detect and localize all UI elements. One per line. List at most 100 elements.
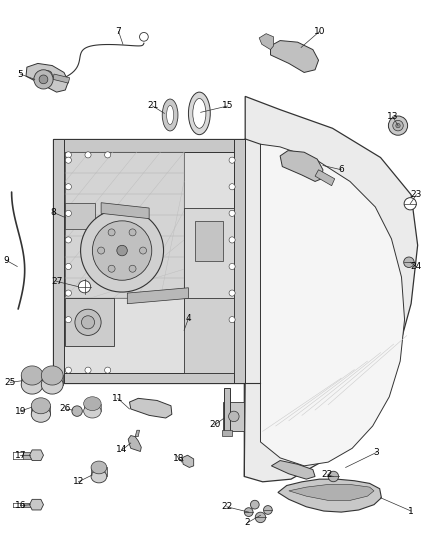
Circle shape (43, 71, 52, 79)
Polygon shape (184, 298, 234, 373)
Polygon shape (65, 203, 95, 229)
Circle shape (404, 257, 414, 268)
Polygon shape (53, 139, 245, 152)
Ellipse shape (21, 366, 43, 385)
Polygon shape (26, 63, 68, 92)
Circle shape (78, 280, 91, 293)
Ellipse shape (31, 398, 50, 414)
Circle shape (229, 211, 235, 216)
Ellipse shape (31, 406, 50, 422)
Polygon shape (65, 152, 184, 298)
Polygon shape (224, 387, 230, 431)
Ellipse shape (84, 404, 101, 418)
Circle shape (264, 506, 272, 514)
Circle shape (229, 411, 239, 422)
Circle shape (229, 263, 235, 270)
Text: 23: 23 (411, 190, 422, 199)
Text: 4: 4 (186, 314, 191, 323)
Circle shape (75, 309, 101, 335)
Text: 1: 1 (408, 506, 414, 515)
Text: 26: 26 (60, 405, 71, 414)
Text: 3: 3 (373, 448, 379, 457)
Text: 22: 22 (221, 502, 233, 511)
Circle shape (85, 152, 91, 158)
Polygon shape (127, 288, 188, 304)
Circle shape (98, 247, 105, 254)
Circle shape (72, 406, 82, 416)
Text: 21: 21 (147, 101, 158, 110)
Polygon shape (41, 375, 63, 384)
Circle shape (92, 221, 152, 280)
Circle shape (65, 290, 71, 296)
Text: 11: 11 (112, 394, 124, 403)
Ellipse shape (188, 92, 210, 135)
Text: 25: 25 (5, 378, 16, 387)
Circle shape (255, 512, 266, 523)
Text: 20: 20 (209, 421, 220, 430)
Polygon shape (31, 406, 50, 414)
Circle shape (65, 317, 71, 322)
Text: 5: 5 (18, 70, 23, 78)
Polygon shape (22, 503, 32, 507)
Ellipse shape (91, 461, 107, 474)
Circle shape (65, 237, 71, 243)
Circle shape (229, 184, 235, 190)
Polygon shape (271, 41, 318, 72)
Text: 12: 12 (73, 478, 84, 486)
Circle shape (396, 124, 400, 128)
Polygon shape (278, 479, 381, 512)
Circle shape (65, 263, 71, 270)
Polygon shape (195, 221, 223, 261)
Text: 7: 7 (116, 27, 121, 36)
Circle shape (140, 33, 148, 41)
Polygon shape (53, 139, 64, 383)
Circle shape (105, 152, 111, 158)
Polygon shape (184, 208, 234, 320)
Ellipse shape (162, 99, 178, 131)
Polygon shape (53, 373, 245, 383)
Polygon shape (289, 484, 374, 500)
Polygon shape (244, 96, 418, 482)
Text: 18: 18 (173, 455, 184, 463)
Circle shape (389, 116, 408, 135)
Polygon shape (128, 435, 141, 451)
Polygon shape (272, 461, 315, 479)
Text: 15: 15 (222, 101, 233, 110)
Text: 10: 10 (314, 27, 325, 36)
Polygon shape (182, 455, 194, 467)
Circle shape (244, 508, 253, 516)
Circle shape (229, 317, 235, 322)
Circle shape (81, 316, 95, 329)
Circle shape (393, 120, 403, 131)
Polygon shape (234, 139, 245, 383)
Text: 9: 9 (3, 256, 9, 264)
Text: 8: 8 (50, 208, 56, 217)
Polygon shape (22, 451, 32, 459)
Text: 19: 19 (14, 407, 26, 416)
Circle shape (65, 152, 71, 158)
Circle shape (229, 237, 235, 243)
Polygon shape (135, 430, 140, 437)
Circle shape (251, 500, 259, 509)
Ellipse shape (41, 366, 63, 385)
Ellipse shape (41, 375, 63, 394)
Circle shape (65, 211, 71, 216)
Circle shape (34, 70, 53, 89)
Circle shape (108, 229, 115, 236)
Circle shape (108, 265, 115, 272)
Polygon shape (223, 402, 244, 431)
Circle shape (65, 184, 71, 190)
Polygon shape (101, 203, 149, 219)
Circle shape (129, 265, 136, 272)
Circle shape (65, 367, 71, 373)
Text: 24: 24 (411, 262, 422, 271)
Polygon shape (53, 74, 70, 83)
Circle shape (328, 471, 339, 482)
Text: 6: 6 (339, 165, 344, 174)
Text: 14: 14 (117, 446, 128, 455)
Ellipse shape (193, 99, 206, 128)
Polygon shape (91, 467, 107, 477)
Polygon shape (130, 398, 172, 418)
Circle shape (229, 157, 235, 163)
Text: 2: 2 (244, 518, 250, 527)
